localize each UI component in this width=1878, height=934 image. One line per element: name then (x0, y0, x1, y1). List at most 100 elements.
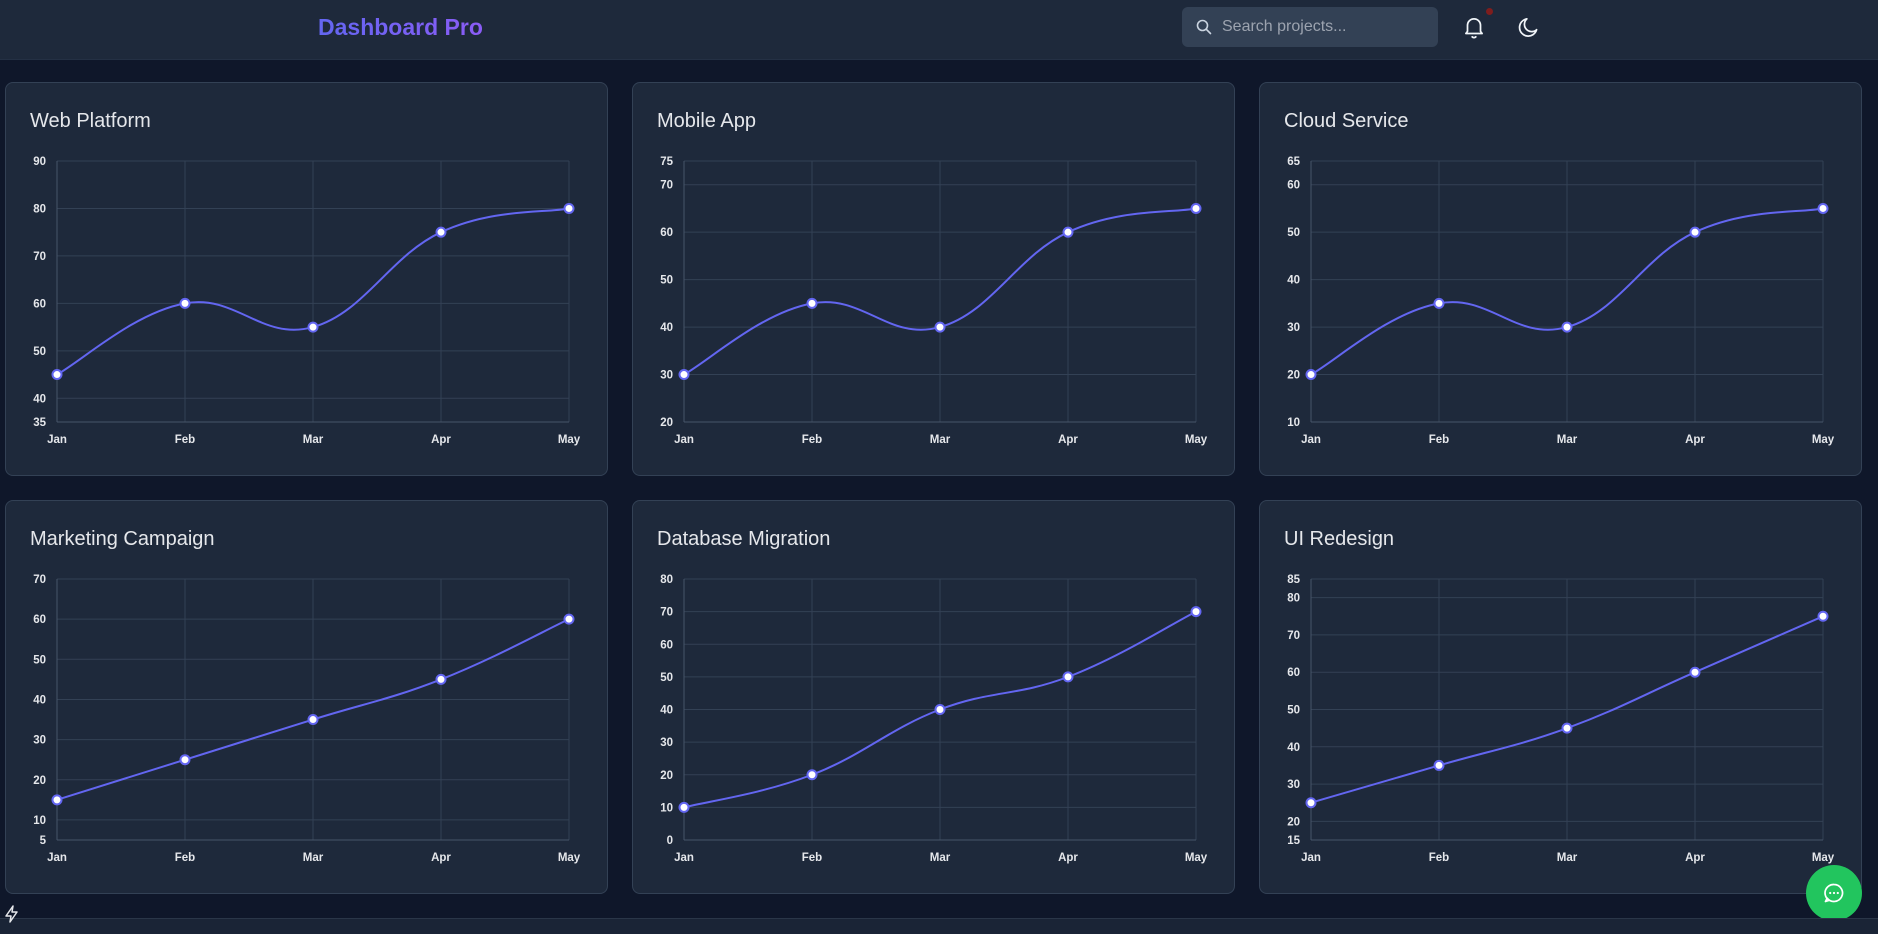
y-tick-label: 75 (660, 156, 673, 168)
bolt-icon[interactable] (0, 902, 24, 926)
data-point[interactable] (934, 321, 946, 333)
data-point[interactable] (435, 226, 447, 238)
x-tick-label: Jan (47, 434, 67, 446)
x-tick-label: Feb (802, 434, 822, 446)
x-tick-label: Mar (1557, 852, 1578, 864)
x-tick-label: Mar (303, 852, 324, 864)
data-point[interactable] (1305, 369, 1317, 381)
data-point[interactable] (1689, 226, 1701, 238)
chat-button[interactable] (1806, 865, 1862, 921)
y-tick-label: 20 (660, 770, 673, 782)
line-chart: 15 20 30 40 50 60 70 80 85 Jan Feb Mar Apr May (1287, 574, 1835, 864)
y-tick-label: 60 (660, 227, 673, 239)
x-tick-label: May (1812, 852, 1835, 864)
data-point[interactable] (1689, 666, 1701, 678)
x-tick-label: Feb (175, 852, 195, 864)
x-tick-label: Apr (1685, 852, 1705, 864)
data-point[interactable] (1305, 797, 1317, 809)
data-point[interactable] (806, 297, 818, 309)
y-tick-label: 20 (1287, 816, 1300, 828)
y-tick-label: 70 (33, 574, 46, 586)
y-tick-label: 40 (660, 322, 673, 334)
y-tick-label: 85 (1287, 574, 1300, 586)
data-point[interactable] (563, 202, 575, 214)
x-tick-label: Apr (1685, 434, 1705, 446)
data-point[interactable] (934, 704, 946, 715)
card-title: Mobile App (657, 110, 756, 132)
data-point[interactable] (179, 754, 191, 766)
data-point[interactable] (1433, 297, 1445, 309)
y-tick-label: 50 (1287, 705, 1300, 717)
y-tick-label: 60 (33, 298, 46, 310)
x-tick-label: May (558, 434, 581, 446)
search-box[interactable] (1182, 7, 1438, 47)
y-tick-label: 65 (1287, 156, 1300, 168)
y-tick-label: 80 (33, 203, 46, 215)
card-title: Cloud Service (1284, 110, 1409, 132)
y-tick-label: 80 (660, 574, 673, 586)
y-tick-label: 40 (660, 705, 673, 717)
project-card: Cloud Service 10 20 30 40 50 60 65 Jan Feb Mar Apr M… (1259, 82, 1862, 476)
x-tick-label: Mar (930, 434, 951, 446)
bell-icon[interactable] (1461, 14, 1487, 40)
card-title: UI Redesign (1284, 528, 1395, 550)
y-tick-label: 60 (1287, 180, 1300, 192)
data-point[interactable] (179, 297, 191, 309)
data-point[interactable] (1561, 722, 1573, 734)
notification-badge (1486, 8, 1493, 15)
y-tick-label: 90 (33, 156, 46, 168)
x-tick-label: May (1185, 434, 1208, 446)
y-tick-label: 40 (1287, 742, 1300, 754)
y-tick-label: 70 (1287, 630, 1300, 642)
x-tick-label: Apr (431, 852, 451, 864)
data-point[interactable] (806, 769, 818, 781)
x-tick-label: Mar (1557, 434, 1578, 446)
data-point[interactable] (678, 801, 690, 813)
moon-icon[interactable] (1516, 14, 1542, 40)
x-tick-label: May (1812, 434, 1835, 446)
data-point[interactable] (1062, 671, 1074, 683)
line-chart: 5 10 20 30 40 50 60 70 Jan Feb Mar Apr May (33, 574, 581, 864)
data-point[interactable] (678, 369, 690, 381)
data-point[interactable] (1817, 202, 1829, 214)
search-input[interactable] (1222, 7, 1432, 47)
y-tick-label: 60 (33, 614, 46, 626)
x-tick-label: Mar (930, 852, 951, 864)
data-point[interactable] (51, 794, 63, 806)
y-tick-label: 0 (667, 835, 673, 847)
y-tick-label: 10 (33, 815, 46, 827)
data-point[interactable] (1062, 226, 1074, 238)
chat-bubble-icon (1824, 883, 1844, 903)
y-tick-label: 30 (1287, 322, 1300, 334)
data-point[interactable] (51, 369, 63, 381)
data-point[interactable] (1561, 321, 1573, 333)
y-tick-label: 40 (1287, 275, 1300, 287)
y-tick-label: 70 (33, 251, 46, 263)
brand-logo[interactable]: Dashboard Pro (318, 14, 483, 40)
project-card: UI Redesign 15 20 30 40 50 60 70 80 85 Jan Feb Mar Ap… (1259, 500, 1862, 894)
x-tick-label: Feb (802, 852, 822, 864)
data-point[interactable] (307, 321, 319, 333)
data-point[interactable] (1190, 606, 1202, 618)
y-tick-label: 50 (660, 672, 673, 684)
search-icon (1196, 19, 1212, 35)
x-tick-label: May (1185, 852, 1208, 864)
x-tick-label: Apr (1058, 434, 1078, 446)
y-tick-label: 70 (660, 180, 673, 192)
y-tick-label: 5 (40, 835, 47, 847)
y-tick-label: 40 (33, 393, 46, 405)
y-tick-label: 15 (1287, 835, 1300, 847)
data-point[interactable] (435, 673, 447, 685)
line-chart: 10 20 30 40 50 60 65 Jan Feb Mar Apr May (1287, 156, 1835, 446)
project-card: Marketing Campaign 5 10 20 30 40 50 60 70 Jan Feb M… (5, 500, 608, 894)
x-tick-label: Jan (47, 852, 67, 864)
x-tick-label: Feb (1429, 434, 1449, 446)
y-tick-label: 10 (1287, 417, 1300, 429)
data-point[interactable] (1433, 759, 1445, 771)
card-title: Marketing Campaign (30, 528, 215, 550)
y-tick-label: 20 (1287, 370, 1300, 382)
data-point[interactable] (563, 613, 575, 625)
data-point[interactable] (1190, 202, 1202, 214)
data-point[interactable] (1817, 610, 1829, 622)
data-point[interactable] (307, 714, 319, 726)
